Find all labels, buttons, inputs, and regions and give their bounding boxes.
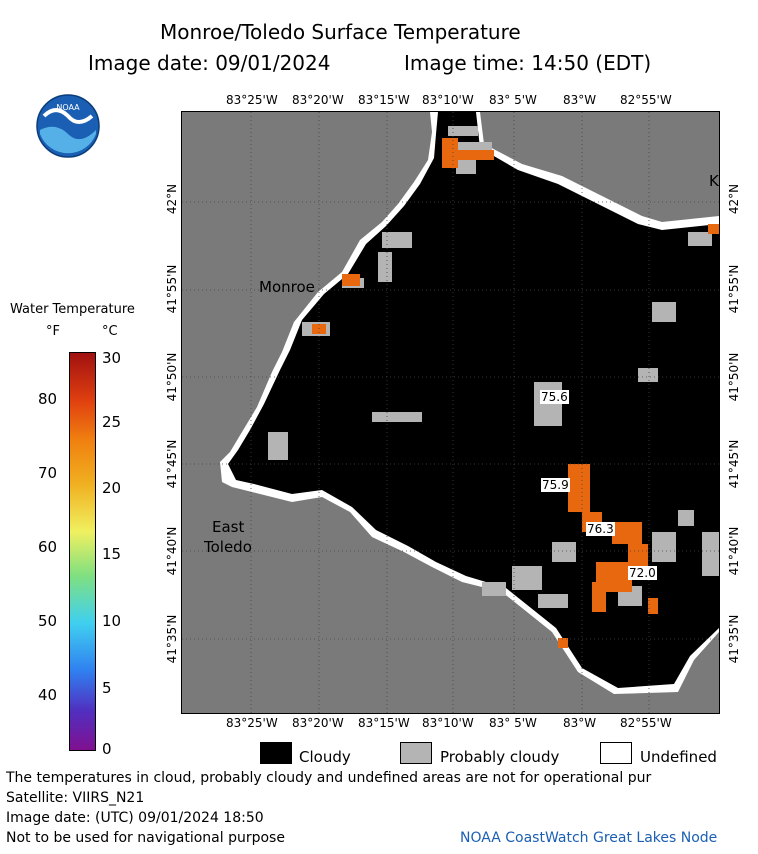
celsius-tick-label: 10 — [102, 612, 122, 630]
place-label-toledo: Toledo — [204, 538, 252, 556]
cloudy-lake — [228, 112, 719, 688]
graticule — [182, 112, 719, 713]
place-label-east: East — [212, 518, 245, 536]
map-frame: Monroe K 75.6 75.9 76.3 72.0 — [181, 111, 720, 714]
fahrenheit-tick-label: 40 — [38, 686, 58, 704]
place-label-monroe: Monroe — [259, 278, 315, 296]
fahrenheit-tick-label: 70 — [38, 464, 58, 482]
footer-navigation-warning: Not to be used for navigational purpose — [6, 830, 285, 846]
bottom-longitude-label: 83°W — [563, 716, 597, 730]
footer-utc-date: Image date: (UTC) 09/01/2024 18:50 — [6, 810, 264, 826]
top-longitude-label: 82°55'W — [620, 93, 672, 107]
top-longitude-label: 83°W — [563, 93, 597, 107]
probably-cloudy-key-label: Probably cloudy — [440, 748, 560, 766]
legend-unit-fahrenheit: °F — [46, 324, 60, 339]
noaa-logo-text: NOAA — [56, 103, 80, 112]
top-longitude-label: 83°10'W — [422, 93, 474, 107]
celsius-tick-label: 0 — [102, 740, 112, 758]
right-latitude-label: 41°45'N — [727, 439, 741, 489]
undefined-swatch — [600, 742, 632, 764]
image-date: Image date: 09/01/2024 — [88, 51, 331, 75]
right-latitude-label: 41°55'N — [727, 264, 741, 314]
celsius-tick-label: 20 — [102, 479, 122, 497]
image-time: Image time: 14:50 (EDT) — [404, 51, 652, 75]
left-latitude-label: 41°45'N — [165, 439, 179, 489]
temperature-label: 72.0 — [628, 566, 657, 580]
left-latitude-label: 41°35'N — [165, 614, 179, 664]
footer-satellite: Satellite: VIIRS_N21 — [6, 790, 145, 806]
fahrenheit-tick-label: 80 — [38, 390, 58, 408]
fahrenheit-tick-label: 50 — [38, 612, 58, 630]
undefined-key-label: Undefined — [640, 748, 717, 766]
right-latitude-label: 41°35'N — [727, 614, 741, 664]
top-longitude-label: 83°25'W — [226, 93, 278, 107]
probably-cloudy-swatch — [400, 742, 432, 764]
legend-unit-celsius: °C — [102, 324, 118, 339]
left-latitude-label: 41°50'N — [165, 352, 179, 402]
bottom-longitude-label: 83°10'W — [422, 716, 474, 730]
cloudy-key-label: Cloudy — [299, 748, 351, 766]
celsius-tick-label: 15 — [102, 545, 122, 563]
temperature-label: 75.6 — [540, 390, 569, 404]
top-longitude-label: 83° 5'W — [489, 93, 537, 107]
lake-erie-map — [182, 112, 719, 713]
footer-credit: NOAA CoastWatch Great Lakes Node — [460, 830, 718, 846]
left-latitude-label: 42°N — [165, 183, 179, 215]
top-longitude-label: 83°15'W — [358, 93, 410, 107]
bottom-longitude-label: 82°55'W — [620, 716, 672, 730]
bottom-longitude-label: 83°15'W — [358, 716, 410, 730]
probably-cloudy-patches — [268, 126, 719, 608]
bottom-longitude-label: 83°25'W — [226, 716, 278, 730]
cloudy-swatch — [260, 742, 292, 764]
bottom-longitude-label: 83° 5'W — [489, 716, 537, 730]
footer-disclaimer: The temperatures in cloud, probably clou… — [6, 770, 652, 786]
right-latitude-label: 41°40'N — [727, 526, 741, 576]
fahrenheit-tick-label: 60 — [38, 538, 58, 556]
left-latitude-label: 41°55'N — [165, 264, 179, 314]
celsius-tick-label: 30 — [102, 349, 122, 367]
temperature-label: 76.3 — [586, 522, 615, 536]
celsius-tick-label: 25 — [102, 413, 122, 431]
celsius-tick-label: 5 — [102, 679, 112, 697]
top-longitude-label: 83°20'W — [292, 93, 344, 107]
right-latitude-label: 42°N — [727, 183, 741, 215]
place-label-k: K — [709, 172, 719, 190]
noaa-logo: NOAA — [36, 94, 100, 158]
left-latitude-label: 41°40'N — [165, 526, 179, 576]
legend-title: Water Temperature — [10, 302, 135, 317]
temperature-label: 75.9 — [541, 478, 570, 492]
color-scale-bar — [69, 352, 96, 751]
right-latitude-label: 41°50'N — [727, 352, 741, 402]
bottom-longitude-label: 83°20'W — [292, 716, 344, 730]
page-title: Monroe/Toledo Surface Temperature — [160, 20, 521, 44]
